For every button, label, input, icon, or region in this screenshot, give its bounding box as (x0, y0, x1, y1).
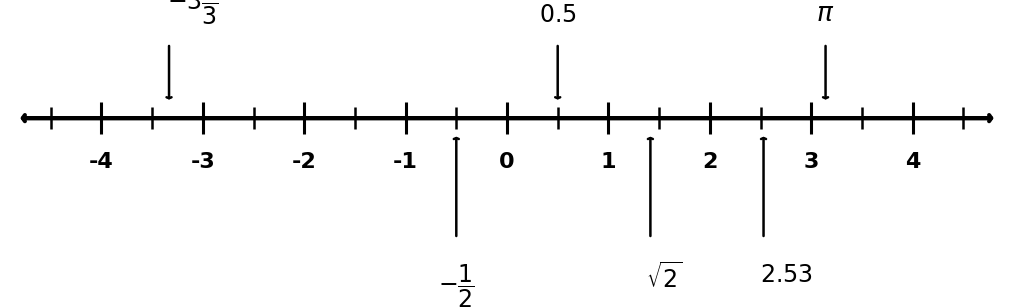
Text: $\pi$: $\pi$ (816, 1, 835, 27)
Text: 2: 2 (702, 152, 718, 172)
Text: $-\dfrac{1}{2}$: $-\dfrac{1}{2}$ (438, 262, 475, 307)
Text: $-3\dfrac{1}{3}$: $-3\dfrac{1}{3}$ (166, 0, 219, 27)
Text: -1: -1 (393, 152, 418, 172)
Text: 1: 1 (600, 152, 617, 172)
Text: -4: -4 (89, 152, 114, 172)
Text: $0.5$: $0.5$ (538, 3, 577, 27)
Text: 0: 0 (499, 152, 515, 172)
Text: -3: -3 (191, 152, 215, 172)
Text: -2: -2 (292, 152, 316, 172)
Text: 3: 3 (803, 152, 819, 172)
Text: 4: 4 (904, 152, 921, 172)
Text: $2.53$: $2.53$ (759, 262, 812, 286)
Text: $\sqrt{2}$: $\sqrt{2}$ (646, 262, 682, 293)
